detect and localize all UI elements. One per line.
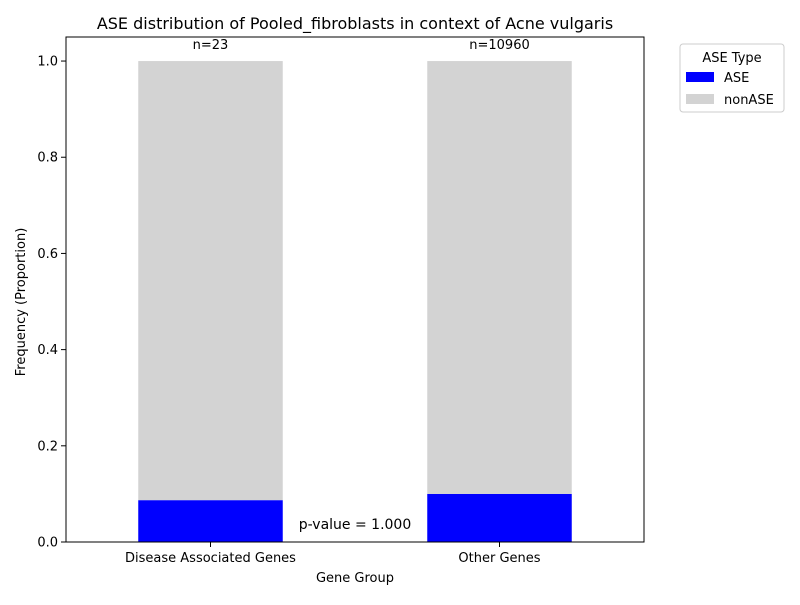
- bar-nonase-0: [138, 61, 283, 501]
- x-tick-label: Other Genes: [458, 551, 540, 566]
- y-tick-label: 0.2: [37, 439, 58, 454]
- y-tick-label: 0.4: [37, 343, 58, 358]
- bar-ase-1: [427, 493, 572, 542]
- legend-items: ASE nonASE: [686, 71, 774, 108]
- y-axis: 0.0 0.2 0.4 0.6 0.8 1.0: [37, 55, 66, 551]
- legend-label-ase: ASE: [724, 71, 749, 86]
- legend: ASE Type ASE nonASE: [679, 43, 785, 113]
- y-tick-label: 0.0: [37, 536, 58, 551]
- y-axis-label: Frequency (Proportion): [14, 228, 29, 377]
- chart-title: ASE distribution of Pooled_fibroblasts i…: [97, 14, 613, 34]
- legend-swatch-ase: [686, 72, 714, 82]
- legend-label-nonase: nonASE: [724, 93, 774, 108]
- bar-ase-0: [138, 500, 283, 542]
- y-tick-label: 0.8: [37, 151, 58, 166]
- bars-layer: [138, 61, 572, 542]
- plot-frame: [65, 36, 645, 543]
- bar-count-label: n=10960: [469, 38, 530, 53]
- bar-count-label: n=23: [193, 38, 229, 53]
- y-tick-label: 1.0: [37, 55, 58, 70]
- x-tick-label: Disease Associated Genes: [125, 551, 296, 566]
- bar-labels-layer: n=23 n=10960: [193, 38, 530, 53]
- x-axis: Disease Associated Genes Other Genes: [125, 542, 541, 566]
- legend-title: ASE Type: [702, 51, 761, 66]
- legend-swatch-nonase: [686, 94, 714, 104]
- p-value-annotation: p-value = 1.000: [299, 517, 412, 533]
- bar-nonase-1: [427, 61, 572, 494]
- x-axis-label: Gene Group: [316, 571, 394, 586]
- y-tick-label: 0.6: [37, 247, 58, 262]
